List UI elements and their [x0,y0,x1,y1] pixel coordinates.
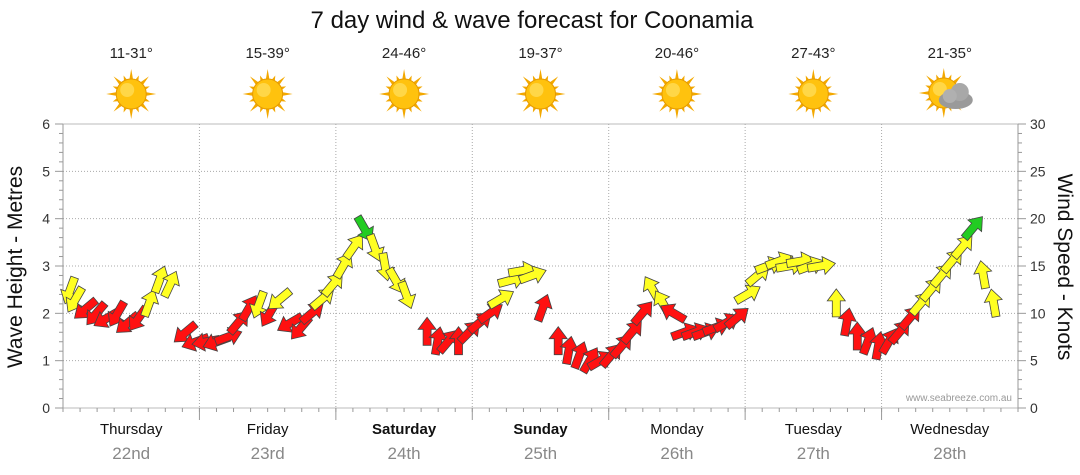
y-tick-left: 3 [42,258,50,274]
wind-arrow [548,326,569,356]
day-temperature: 11-31° [110,45,153,62]
wind-arrow [249,289,268,319]
wind-arrow [960,216,983,242]
day-date: 27th [797,444,830,463]
wind-arrows [60,214,1003,375]
wind-arrow [837,307,857,337]
day-date: 25th [524,444,557,463]
day-date: 26th [660,444,693,463]
wind-arrow [140,289,160,318]
y-tick-right: 0 [1030,400,1038,416]
wind-arrow [723,308,749,331]
y-tick-left: 6 [42,116,50,132]
day-name: Sunday [513,421,568,438]
wind-arrow [476,303,503,325]
day-temperature: 15-39° [245,45,289,62]
left-axis-ticks: 0 1 2 3 4 5 6 [42,116,63,416]
wind-arrow [660,303,688,324]
credit-text: www.seabreeze.com.au [905,393,1012,404]
sun-icon [515,69,566,119]
y-tick-left: 4 [42,211,50,227]
wind-arrow [107,299,129,327]
wind-arrow [486,289,515,310]
y-tick-left: 0 [42,400,50,416]
day-name: Wednesday [910,421,989,438]
day-name: Tuesday [785,421,842,438]
day-temperature: 27-43° [791,45,835,62]
wind-arrow [397,280,417,310]
wind-arrow [160,270,180,299]
wind-arrow [268,287,294,310]
day-temperature: 19-37° [518,45,562,62]
wind-arrow [332,252,353,280]
day-labels: Thursday 22nd Friday 23rd Saturday 24th Sunday… [100,421,990,463]
sun-icon [788,69,839,119]
y-tick-left: 5 [42,163,50,179]
wind-arrow [806,255,837,276]
sun-icon [242,69,293,119]
day-temperature: 24-46° [382,45,426,62]
day-temperature: 21-35° [928,45,972,62]
wind-arrow [619,320,642,346]
daily-weather-row: 11-31° 15-39° 24-46° 19-37° 20-46° 27-43° 21-3… [106,45,973,119]
y-tick-right: 25 [1030,163,1046,179]
day-name: Saturday [372,421,437,438]
day-date: 23rd [251,444,285,463]
y-tick-right: 30 [1030,116,1046,132]
right-axis-title: Wind Speed - Knots [1053,174,1076,361]
day-name: Monday [650,421,704,438]
wind-arrow [950,235,973,261]
sun-icon [651,69,702,119]
day-temperature: 20-46° [655,45,699,62]
wind-arrow [630,301,653,327]
wind-arrow [973,260,993,290]
wind-arrow [353,214,374,242]
day-name: Friday [247,421,289,438]
y-tick-right: 10 [1030,305,1046,321]
day-date: 24th [388,444,421,463]
wind-arrow [342,234,364,261]
wind-arrow [417,316,437,346]
wind-arrow [826,288,847,318]
sun-icon [106,69,157,119]
y-tick-right: 15 [1030,258,1046,274]
wind-arrow [983,288,1003,318]
right-axis-ticks: 0 5 10 15 20 25 30 [1018,116,1046,416]
day-date: 22nd [112,444,150,463]
wind-arrow [533,293,553,323]
chart-title: 7 day wind & wave forecast for Coonamia [311,7,755,34]
y-tick-right: 20 [1030,211,1046,227]
y-tick-right: 5 [1030,353,1038,369]
sun-cloud-icon [918,68,973,118]
wind-arrow [733,284,761,305]
sun-icon [379,69,430,119]
y-tick-left: 2 [42,305,50,321]
wind-arrow [517,265,547,285]
day-date: 28th [933,444,966,463]
wind-arrow [320,272,343,298]
wind-arrow [65,285,87,313]
day-name: Thursday [100,421,163,438]
left-axis-title: Wave Height - Metres [4,166,27,368]
y-tick-left: 1 [42,353,50,369]
